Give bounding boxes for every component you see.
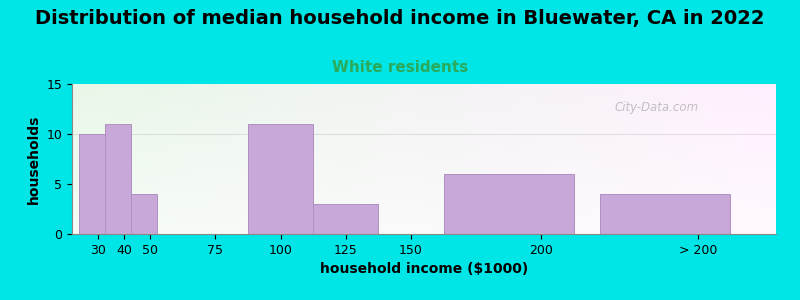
Bar	[248, 124, 313, 234]
X-axis label: household income ($1000): household income ($1000)	[320, 262, 528, 276]
Text: City-Data.com: City-Data.com	[614, 101, 698, 114]
Bar	[443, 174, 574, 234]
Bar	[78, 134, 105, 234]
Text: Distribution of median household income in Bluewater, CA in 2022: Distribution of median household income …	[35, 9, 765, 28]
Bar	[600, 194, 730, 234]
Text: White residents: White residents	[332, 60, 468, 75]
Y-axis label: households: households	[27, 114, 41, 204]
Bar	[313, 204, 378, 234]
Bar	[130, 194, 157, 234]
Bar	[105, 124, 130, 234]
